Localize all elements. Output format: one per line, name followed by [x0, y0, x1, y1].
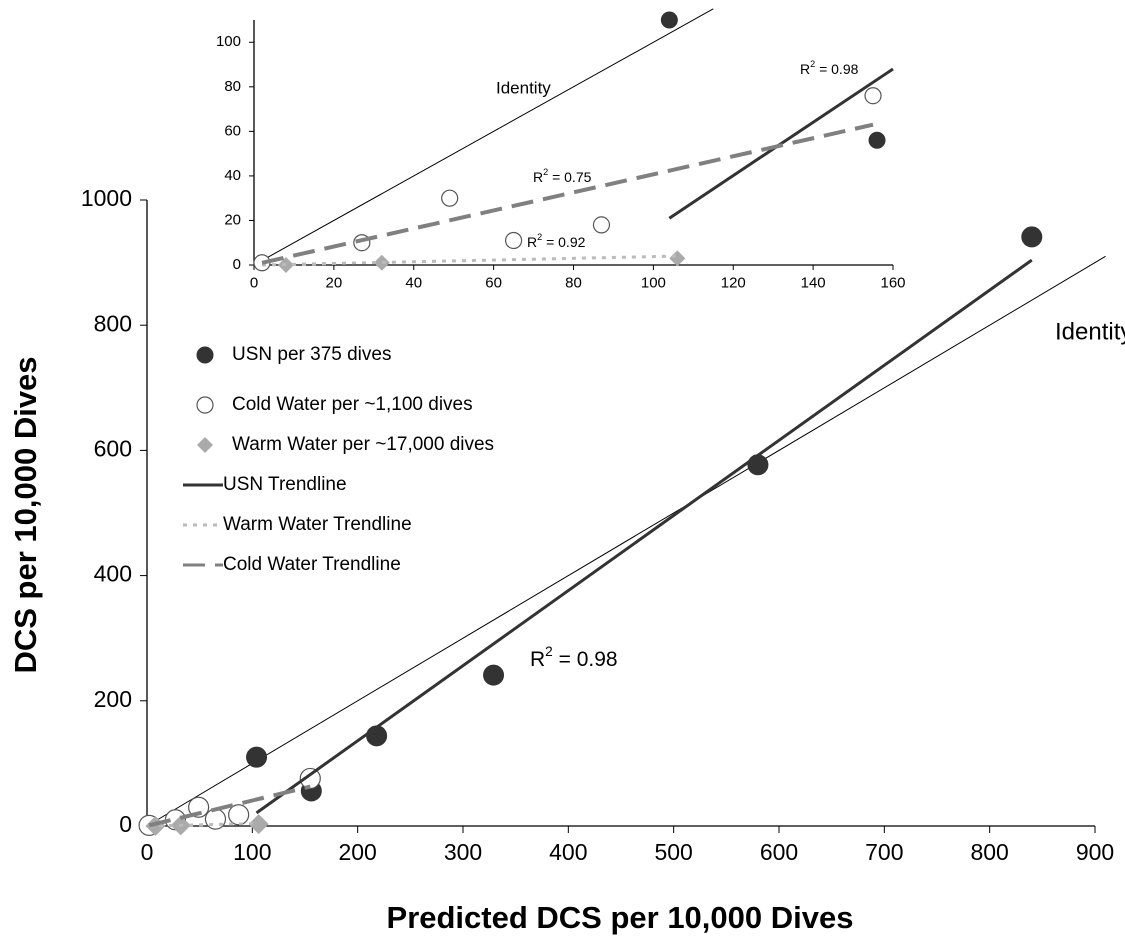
x-tick-label: 0	[250, 274, 258, 291]
r-squared-part: = 0.92	[542, 234, 585, 250]
inset-background	[204, 8, 913, 298]
x-tick-label: 600	[760, 839, 798, 865]
x-tick-label: 140	[801, 274, 826, 291]
identity-line	[146, 255, 1106, 827]
y-tick-label: 800	[94, 310, 132, 336]
x-tick-label: 400	[549, 839, 587, 865]
identity-line	[253, 8, 714, 266]
point	[747, 454, 769, 476]
plot: 0 100 200 300 400 500 600 700 800 900020040060080…	[81, 185, 1125, 865]
r-squared-part: 2	[810, 59, 815, 69]
identity-label: Identity	[1055, 318, 1125, 345]
point	[864, 87, 882, 105]
x-tick-label: 0	[141, 839, 154, 865]
y-tick-label: 0	[233, 256, 241, 273]
x-tick-label: 160	[880, 274, 905, 291]
trendline	[255, 258, 1033, 815]
r-squared-part: R	[800, 61, 810, 77]
y-tick-label: 40	[224, 167, 241, 184]
point	[868, 131, 886, 149]
point	[669, 250, 686, 267]
x-tick-label: 80	[565, 274, 582, 291]
y-tick-label: 20	[224, 211, 241, 228]
x-tick-label: 100	[233, 839, 271, 865]
y-tick-label: 60	[224, 122, 241, 139]
x-tick-label: 700	[865, 839, 903, 865]
y-tick-label: 100	[216, 33, 241, 50]
x-tick-label: 120	[721, 274, 746, 291]
point	[483, 664, 505, 686]
point	[248, 814, 269, 835]
r-squared-part: = 0.75	[548, 169, 591, 185]
trendline	[148, 784, 311, 828]
x-tick-label: 60	[485, 274, 502, 291]
point	[204, 808, 227, 830]
legend-label: Warm Water Trendline	[223, 514, 412, 535]
r-squared-part: 2	[537, 232, 542, 242]
point	[592, 216, 611, 234]
x-tick-label: 200	[338, 839, 376, 865]
identity-label: Identity	[496, 78, 551, 97]
legend-label: Cold Water Trendline	[223, 554, 401, 575]
legend-label: Warm Water per ~17,000 dives	[232, 434, 494, 455]
x-axis-title: Predicted DCS per 10,000 Dives	[387, 900, 854, 935]
point	[188, 796, 210, 818]
point	[504, 231, 523, 250]
x-tick-label: 40	[405, 274, 422, 291]
x-tick-label: 900	[1076, 839, 1114, 865]
r-squared-part: = 0.98	[815, 61, 858, 77]
legend-marker	[197, 437, 213, 453]
plot: 0 20 40 60 80 100 120 140 160 0 20 40 60 80 100 Identit…	[204, 8, 913, 298]
r-squared-part: 2	[545, 644, 553, 659]
x-tick-label: 100	[641, 274, 666, 291]
x-tick-label: 300	[444, 839, 482, 865]
point	[228, 804, 250, 826]
legend-label: USN per 375 dives	[232, 344, 391, 365]
y-tick-label: 1000	[81, 185, 132, 211]
r-squared-part: R	[527, 234, 537, 250]
r-squared-part: R	[530, 648, 545, 671]
r-squared-part: = 0.98	[553, 648, 618, 671]
y-tick-label: 200	[94, 686, 132, 712]
trendline	[149, 821, 259, 828]
r-squared-label: R2 = 0.75	[533, 167, 592, 184]
x-tick-label: 20	[326, 274, 343, 291]
r-squared-label: R2 = 0.98	[530, 644, 618, 670]
r-squared-label: R2 = 0.92	[527, 232, 586, 249]
r-squared-part: R	[533, 169, 543, 185]
point	[660, 11, 678, 29]
point	[1021, 226, 1043, 248]
point	[441, 189, 459, 207]
legend-label: Cold Water per ~1,100 dives	[232, 394, 473, 415]
y-tick-label: 0	[119, 811, 132, 837]
x-tick-label: 500	[654, 839, 692, 865]
legend-label: USN Trendline	[223, 474, 347, 495]
r-squared-label: R2 = 0.98	[800, 59, 859, 76]
y-tick-label: 600	[94, 435, 132, 461]
point	[373, 254, 390, 271]
y-tick-label: 400	[94, 561, 132, 587]
point	[246, 746, 268, 768]
x-tick-label: 800	[970, 839, 1008, 865]
r-squared-part: 2	[543, 167, 548, 177]
legend-marker	[196, 346, 214, 364]
legend-marker	[196, 396, 214, 414]
y-tick-label: 80	[224, 78, 241, 95]
y-axis-title: DCS per 10,000 Dives	[8, 356, 43, 673]
trendline	[261, 122, 874, 265]
